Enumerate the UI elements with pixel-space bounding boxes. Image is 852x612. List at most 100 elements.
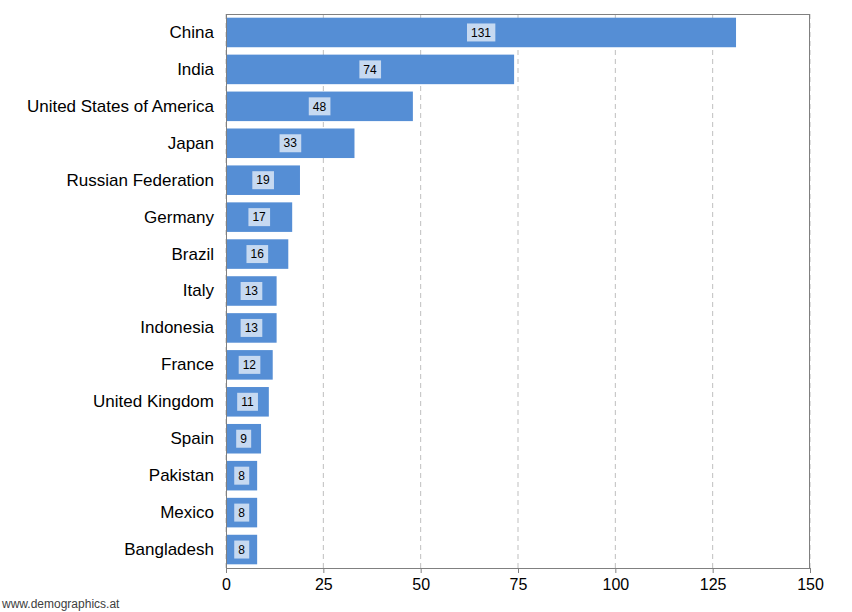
data-label-box — [359, 60, 381, 78]
data-label: 13 — [245, 321, 259, 335]
x-tick: 0 — [222, 568, 231, 593]
y-tick: United Kingdom — [93, 392, 226, 411]
y-tick: India — [177, 60, 226, 79]
x-tick-label: 0 — [222, 576, 231, 593]
y-tick: Spain — [171, 429, 226, 448]
y-tick-label: United States of America — [27, 97, 215, 116]
data-label-box — [467, 23, 495, 41]
grid — [226, 14, 810, 568]
y-tick: United States of America — [27, 97, 226, 116]
bars — [226, 18, 736, 565]
data-label-box — [248, 208, 270, 226]
x-tick-mark — [226, 568, 227, 573]
data-label: 9 — [240, 432, 247, 446]
y-axis-line — [226, 15, 227, 569]
data-label-box — [241, 282, 263, 300]
bar — [226, 498, 257, 528]
data-label-box — [309, 97, 331, 115]
data-label-box — [236, 430, 251, 448]
data-label: 19 — [256, 173, 270, 187]
x-tick-label: 150 — [797, 576, 824, 593]
y-tick: Indonesia — [140, 318, 226, 337]
bar — [226, 239, 288, 269]
x-tick: 100 — [602, 568, 629, 593]
data-label: 8 — [238, 469, 245, 483]
data-label: 48 — [313, 100, 327, 114]
bar — [226, 387, 269, 417]
data-label: 131 — [471, 26, 491, 40]
annotation: www.demographics.at — [1, 597, 120, 611]
bar — [226, 92, 413, 122]
data-label: 13 — [245, 284, 259, 298]
bar — [226, 350, 273, 380]
x-tick-label: 125 — [700, 576, 727, 593]
data-label-box — [234, 504, 249, 522]
data-label-box — [246, 245, 268, 263]
bar — [226, 535, 257, 565]
data-label: 8 — [238, 543, 245, 557]
y-axis: China India United States of America Japan R… — [27, 15, 227, 569]
y-tick-label: Russian Federation — [67, 171, 214, 190]
y-tick-label: France — [161, 355, 214, 374]
grid-line — [712, 14, 713, 568]
data-label-box — [234, 541, 249, 559]
bar — [226, 461, 257, 491]
data-label-box — [280, 134, 302, 152]
grid-line — [518, 14, 519, 568]
data-label: 11 — [241, 395, 254, 409]
frame — [809, 14, 810, 568]
data-label-box — [252, 171, 274, 189]
x-tick-mark — [421, 568, 422, 573]
x-tick: 75 — [510, 568, 528, 593]
grid-line — [810, 14, 811, 568]
bar — [226, 18, 736, 48]
grid-line — [420, 14, 421, 568]
y-tick-label: United Kingdom — [93, 392, 214, 411]
x-tick-label: 100 — [602, 576, 629, 593]
y-tick: China — [170, 23, 226, 42]
y-tick: Bangladesh — [124, 540, 226, 559]
y-tick-label: Mexico — [160, 503, 214, 522]
chart: 1317448331917161313121198880255075100125… — [0, 0, 852, 612]
bar — [226, 202, 292, 232]
bar — [226, 313, 277, 343]
y-tick: Japan — [168, 134, 226, 153]
y-tick-label: Spain — [171, 429, 214, 448]
x-tick-label: 50 — [412, 576, 430, 593]
frame — [226, 14, 810, 15]
x-tick: 25 — [315, 568, 333, 593]
data-label: 16 — [250, 247, 264, 261]
y-tick-label: Indonesia — [140, 318, 214, 337]
x-tick: 125 — [700, 568, 727, 593]
x-tick-mark — [323, 568, 324, 573]
y-tick: Pakistan — [149, 466, 226, 485]
y-tick: Germany — [144, 208, 226, 227]
x-tick: 50 — [412, 568, 430, 593]
y-tick-label: Japan — [168, 134, 214, 153]
data-label: 17 — [252, 210, 266, 224]
bar — [226, 55, 514, 85]
bar — [226, 128, 354, 158]
x-tick-label: 75 — [510, 576, 528, 593]
data-label: 33 — [284, 136, 298, 150]
data-labels: 131744833191716131312119888 — [234, 23, 495, 558]
data-label: 74 — [363, 63, 377, 77]
y-tick-label: India — [177, 60, 214, 79]
y-tick: Brazil — [171, 245, 226, 264]
data-label-box — [234, 467, 249, 485]
grid-line — [226, 14, 227, 568]
y-tick: Russian Federation — [67, 171, 226, 190]
plot: 1317448331917161313121198880255075100125… — [27, 14, 824, 593]
y-tick: Mexico — [160, 503, 226, 522]
y-tick-label: Italy — [183, 281, 215, 300]
data-label-box — [237, 393, 258, 411]
y-tick-label: Germany — [144, 208, 214, 227]
y-tick: France — [161, 355, 226, 374]
data-label-box — [239, 356, 261, 374]
y-tick: Italy — [183, 281, 226, 300]
x-tick: 150 — [797, 568, 824, 593]
grid-line — [615, 14, 616, 568]
bar — [226, 276, 277, 306]
x-tick-label: 25 — [315, 576, 333, 593]
x-tick-mark — [810, 568, 811, 573]
